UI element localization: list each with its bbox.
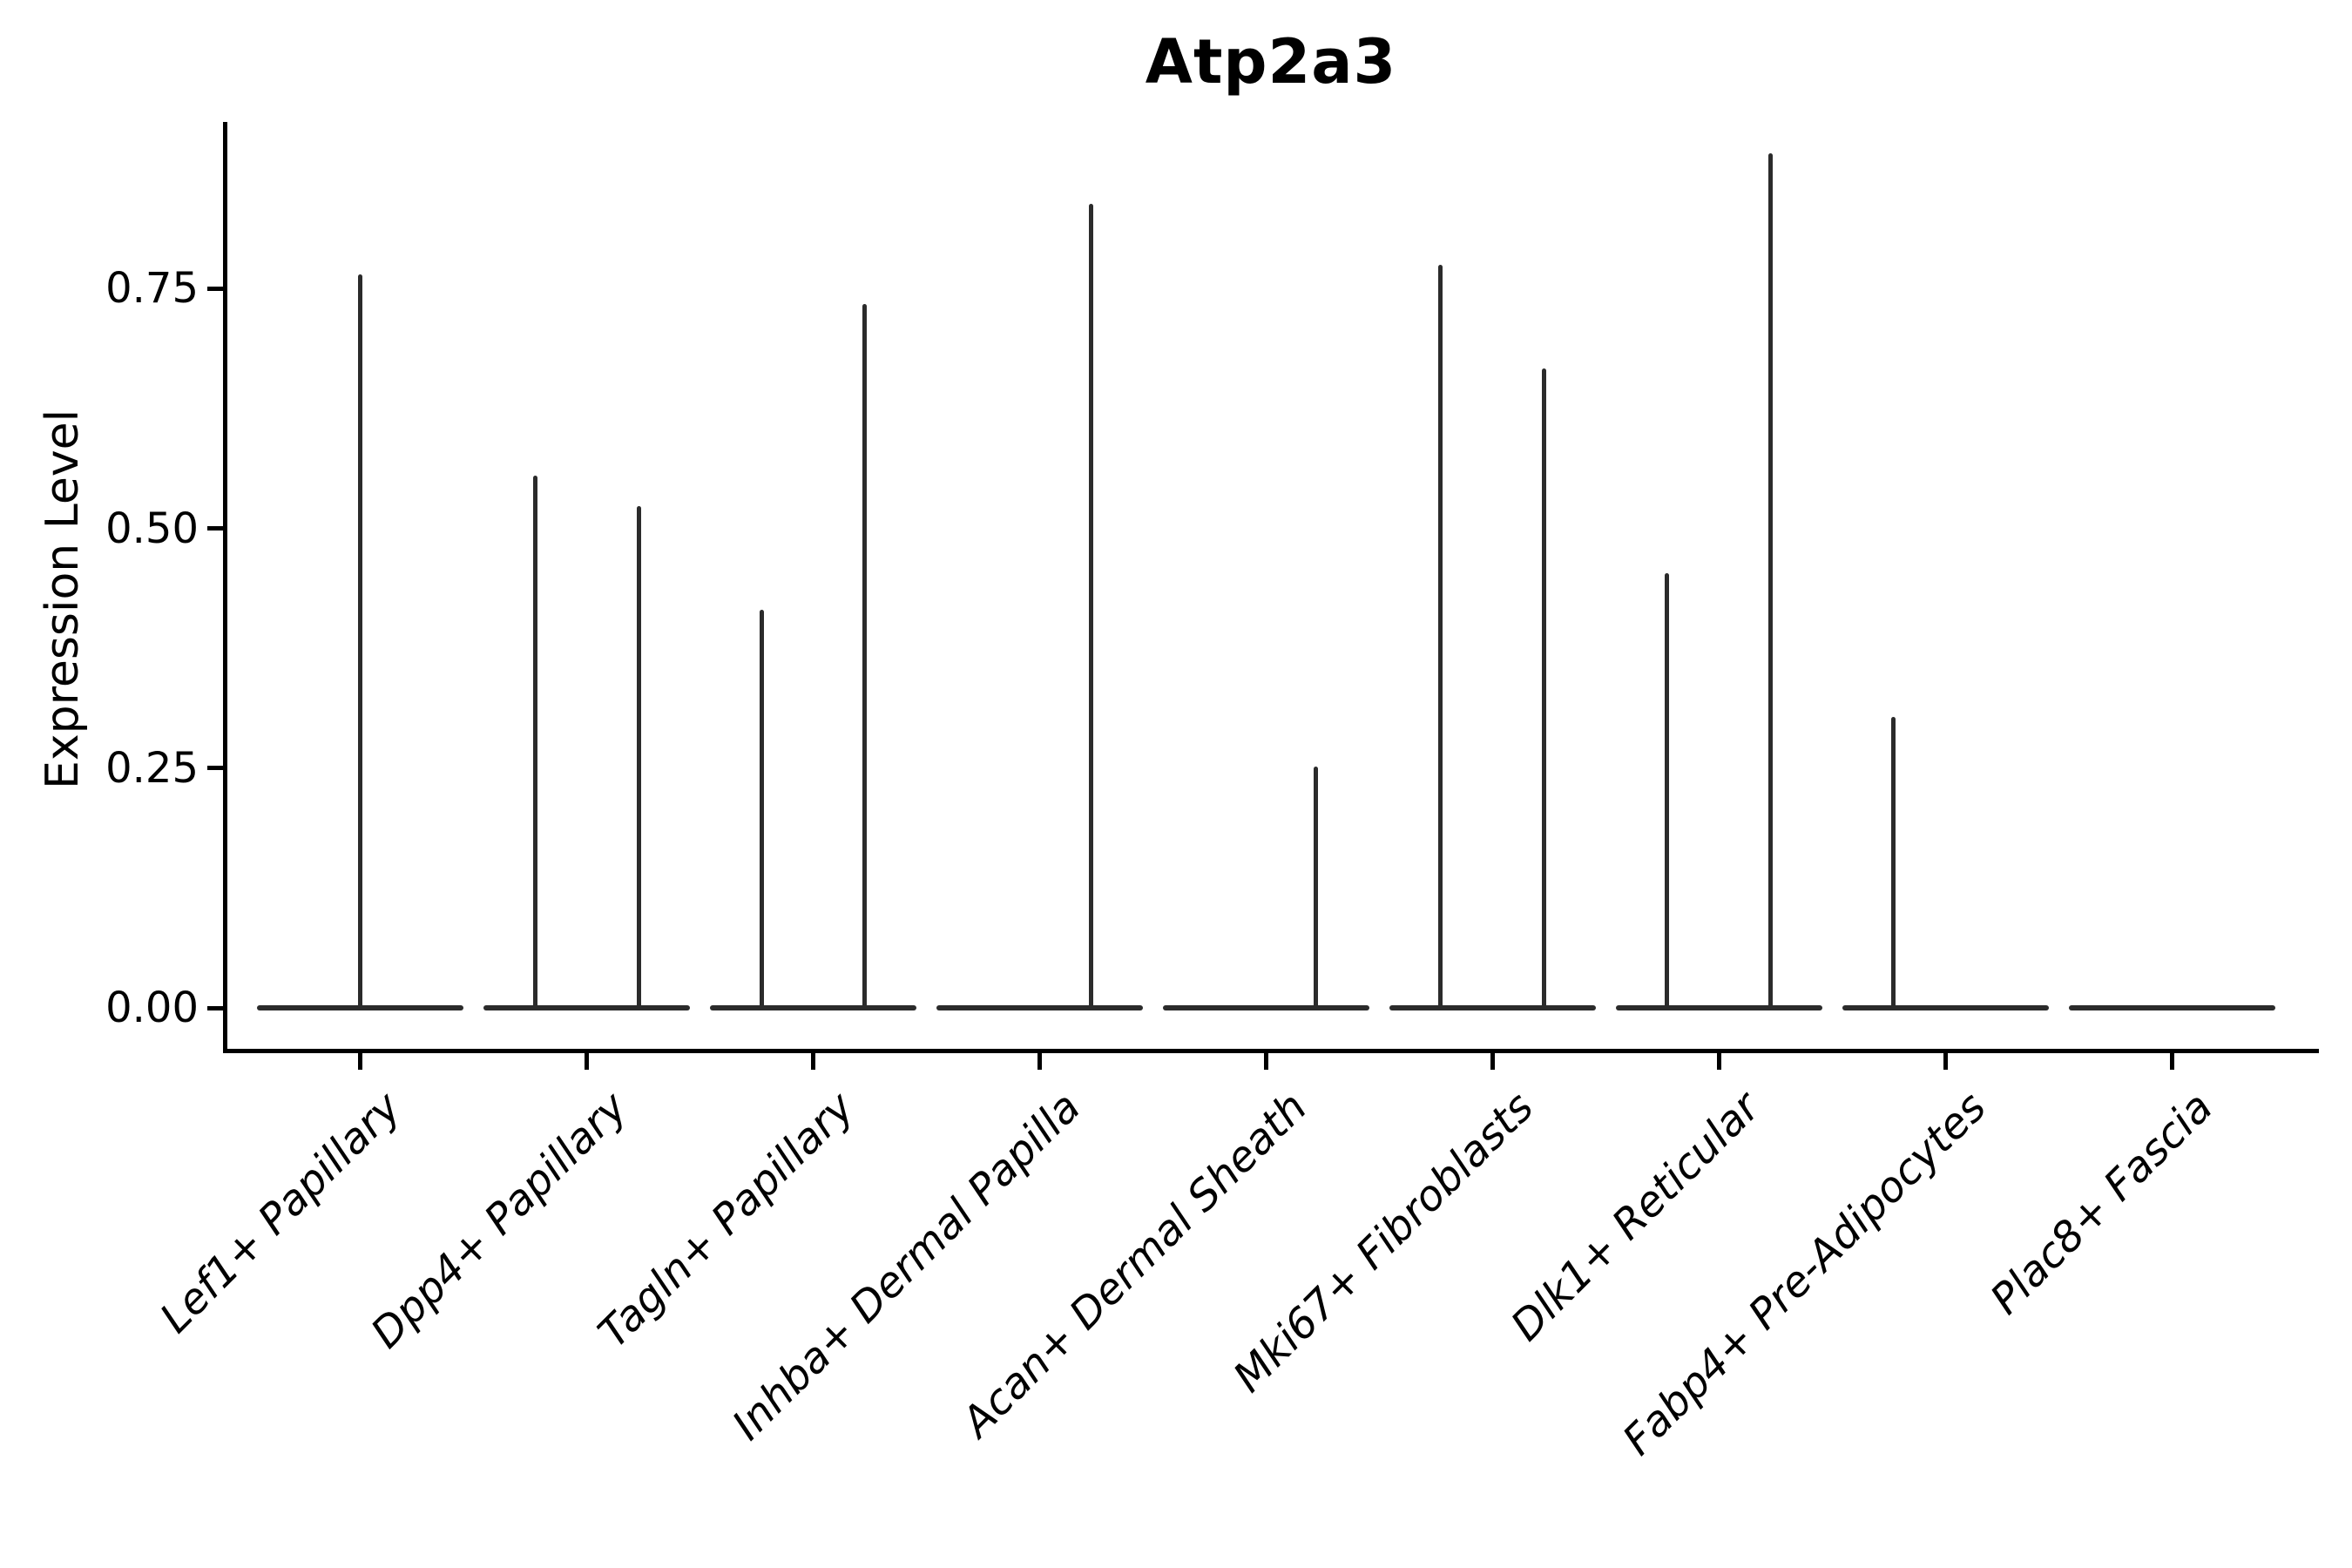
y-tick-mark [207,766,223,771]
x-tick-mark [1037,1053,1042,1070]
violin-baseline [710,1005,916,1010]
y-axis-spine [223,122,227,1053]
violin-spike [1768,153,1774,1010]
violin-spike [1664,573,1669,1010]
x-tick-mark [585,1053,589,1070]
violin-spike [1542,368,1547,1010]
violin-baseline [936,1005,1143,1010]
violin-spike [1891,717,1896,1010]
y-axis-label: Expression Level [37,409,89,790]
x-tick-label: Lef1+ Papillary [150,1083,411,1343]
x-tick-label: Dlk1+ Reticular [1501,1083,1770,1351]
violin-baseline [1389,1005,1596,1010]
violin-baseline [1616,1005,1822,1010]
violin-spike [532,475,537,1010]
x-tick-mark [1943,1053,1948,1070]
violin-baseline [1842,1005,2049,1010]
x-tick-mark [1264,1053,1268,1070]
y-tick-mark [207,286,223,291]
violin-spike [1088,204,1093,1010]
x-tick-mark [358,1053,362,1070]
y-tick-label: 0.00 [105,983,199,1032]
x-tick-mark [811,1053,815,1070]
y-tick-mark [207,526,223,531]
x-tick-label: Plac8+ Fascia [1981,1083,2223,1324]
violin-baseline [2069,1005,2275,1010]
violin-spike [1314,766,1319,1010]
violin-spike [1438,264,1443,1010]
y-tick-mark [207,1005,223,1010]
x-tick-mark [1717,1053,1721,1070]
violin-baseline [483,1005,690,1010]
y-tick-label: 0.25 [105,743,199,793]
y-tick-label: 0.75 [105,264,199,314]
y-tick-label: 0.50 [105,504,199,553]
x-axis-spine [223,1049,2319,1053]
violin-baseline [1163,1005,1369,1010]
violin-spike [636,506,641,1010]
violin-spike [358,274,362,1010]
chart-title: Atp2a3 [1145,26,1397,98]
violin-spike [759,610,764,1010]
x-tick-mark [1490,1053,1495,1070]
x-tick-label: Fabp4+ Pre-Adipocytes [1613,1083,1997,1465]
x-tick-mark [2170,1053,2174,1070]
violin-spike [862,303,868,1010]
